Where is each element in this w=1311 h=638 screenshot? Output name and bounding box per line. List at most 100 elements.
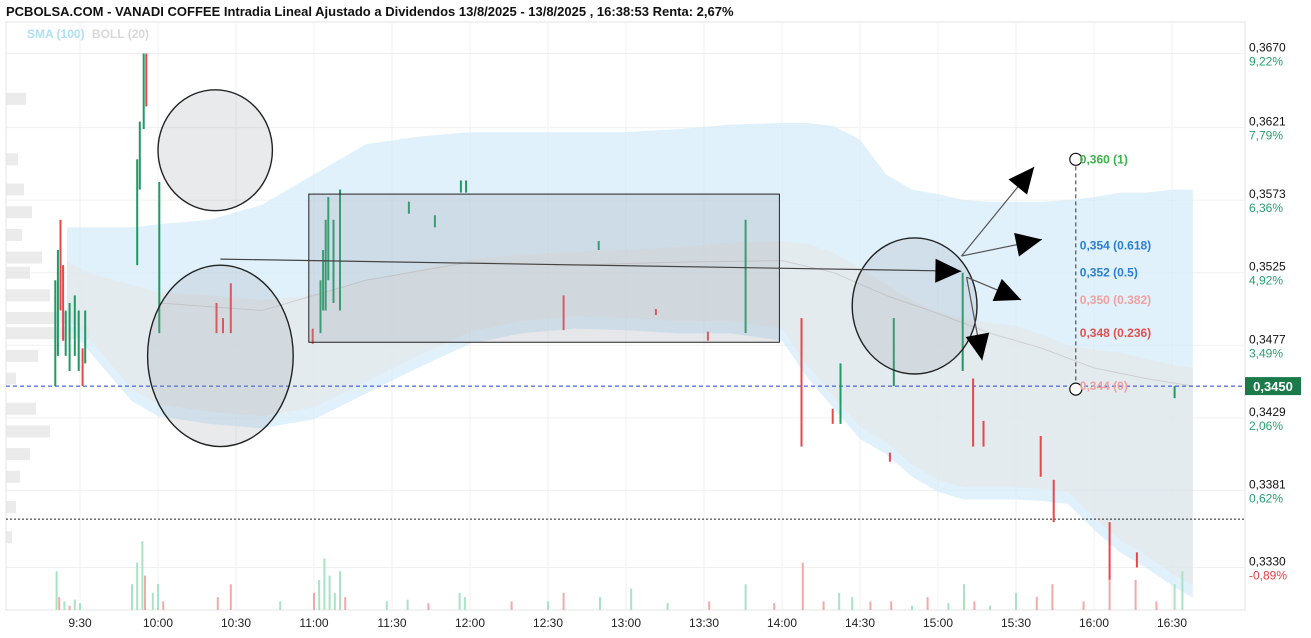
volume-bar bbox=[63, 601, 66, 610]
price-tick-label: 0,3477 bbox=[1249, 332, 1286, 346]
volume-bar bbox=[851, 597, 854, 610]
fib-handle-bottom bbox=[1069, 382, 1083, 396]
price-bar bbox=[831, 408, 834, 424]
sma-line bbox=[157, 260, 1193, 387]
price-bar bbox=[136, 159, 139, 266]
price-bar bbox=[800, 318, 803, 447]
price-bar bbox=[597, 240, 600, 251]
volume-bar bbox=[773, 603, 776, 610]
x-tick-label: 11:00 bbox=[299, 616, 328, 630]
volume-bar bbox=[328, 575, 331, 610]
price-bar bbox=[62, 265, 65, 341]
volume-bar bbox=[458, 592, 461, 610]
price-bar bbox=[56, 250, 59, 356]
volume-bar bbox=[926, 597, 929, 610]
price-bar bbox=[158, 182, 161, 334]
volume-bar bbox=[1181, 571, 1184, 610]
price-bar bbox=[407, 201, 410, 214]
volume-bar bbox=[79, 603, 81, 610]
volume-bar bbox=[666, 603, 669, 610]
volume-bar bbox=[1155, 601, 1158, 610]
arrowhead bbox=[965, 332, 990, 361]
x-tick-label: 10:00 bbox=[143, 616, 173, 630]
volume-profile-bar bbox=[6, 312, 78, 325]
price-bar bbox=[77, 310, 80, 371]
trend-line bbox=[220, 258, 962, 272]
volume-bar bbox=[801, 562, 804, 610]
percent-tick-label: 4,92% bbox=[1249, 274, 1283, 288]
volume-bar bbox=[333, 592, 336, 610]
price-bar bbox=[433, 215, 436, 228]
price-bar bbox=[64, 310, 67, 356]
x-tick-label: 13:00 bbox=[611, 616, 641, 630]
x-tick-label: 9:30 bbox=[68, 616, 92, 630]
price-tick-label: 0,3670 bbox=[1249, 41, 1286, 55]
price-tick-label: 0,3621 bbox=[1249, 115, 1286, 129]
price-bar bbox=[839, 363, 842, 424]
chart-title: PCBOLSA.COM - VANADI COFFEE Intradia Lin… bbox=[6, 4, 734, 19]
volume-bar bbox=[744, 584, 747, 610]
volume-bar bbox=[890, 601, 893, 610]
volume-bar bbox=[151, 592, 154, 610]
price-bar bbox=[339, 189, 341, 311]
volume-profile-bar bbox=[6, 349, 38, 362]
price-bar bbox=[562, 295, 565, 331]
legend-sma[interactable]: SMA (100) bbox=[27, 27, 85, 41]
volume-bar bbox=[136, 562, 139, 610]
volume-bar bbox=[1082, 601, 1085, 610]
circle-drawing bbox=[851, 237, 978, 375]
current-price-label: 0,3450 bbox=[1253, 379, 1293, 394]
price-tick-label: 0,3429 bbox=[1249, 405, 1286, 419]
volume-bar bbox=[141, 541, 144, 610]
rectangle-drawing bbox=[308, 193, 780, 343]
drawing-tools[interactable]: 0,360 (1) 0,354 (0.618) 0,352 (0.5) 0,350 (… bbox=[146, 89, 1152, 448]
price-tick-label: 0,3525 bbox=[1249, 260, 1286, 274]
fib-level-label: 0,348 (0.236) bbox=[1080, 326, 1151, 340]
price-bar bbox=[888, 452, 891, 462]
arrowhead bbox=[992, 278, 1022, 302]
volume-bar bbox=[463, 597, 466, 610]
volume-bar bbox=[562, 592, 565, 610]
price-bar bbox=[706, 331, 709, 341]
volume-profile-bar bbox=[6, 470, 20, 483]
price-bar bbox=[654, 308, 657, 316]
price-tick-label: 0,3573 bbox=[1249, 187, 1286, 201]
x-tick-label: 11:30 bbox=[377, 616, 406, 630]
volume-bar bbox=[385, 601, 388, 610]
price-bar bbox=[459, 180, 462, 193]
volume-profile-bar bbox=[6, 153, 18, 166]
x-tick-label: 15:00 bbox=[923, 616, 953, 630]
volume-profile-bar bbox=[6, 372, 16, 385]
volume-bar bbox=[947, 603, 950, 610]
price-bar bbox=[961, 272, 964, 371]
volume-profile-bar bbox=[6, 501, 16, 514]
price-bar bbox=[1108, 522, 1111, 580]
reference-lines bbox=[6, 385, 1245, 520]
volume-bar bbox=[599, 597, 601, 610]
legend-boll[interactable]: BOLL (20) bbox=[91, 27, 150, 41]
bollinger-band bbox=[67, 123, 1193, 598]
volume-bar bbox=[55, 571, 58, 610]
volume-bar bbox=[630, 588, 633, 610]
volume-bar bbox=[1051, 584, 1054, 610]
volume-bar bbox=[216, 597, 219, 610]
price-bar bbox=[81, 348, 84, 387]
volume-bar bbox=[131, 584, 133, 610]
sma-shadow-fill bbox=[67, 241, 1193, 586]
current-price-tag bbox=[1245, 377, 1301, 396]
fib-level-label: 0,354 (0.618) bbox=[1080, 238, 1151, 252]
volume-bar bbox=[406, 599, 409, 610]
percent-tick-label: 9,22% bbox=[1249, 55, 1283, 69]
percent-tick-label: -0,89% bbox=[1249, 569, 1287, 583]
volume-bar bbox=[1108, 575, 1111, 610]
volume-profile-bar bbox=[6, 266, 30, 279]
volume-bar bbox=[318, 579, 321, 610]
x-tick-label: 14:30 bbox=[845, 616, 875, 630]
volume-bar bbox=[963, 584, 965, 610]
volume-bar bbox=[1035, 597, 1038, 610]
fib-level-label: 0,352 (0.5) bbox=[1080, 266, 1138, 280]
price-bar bbox=[1135, 552, 1138, 568]
x-tick-label: 13:30 bbox=[689, 616, 719, 630]
price-bar bbox=[892, 318, 895, 387]
